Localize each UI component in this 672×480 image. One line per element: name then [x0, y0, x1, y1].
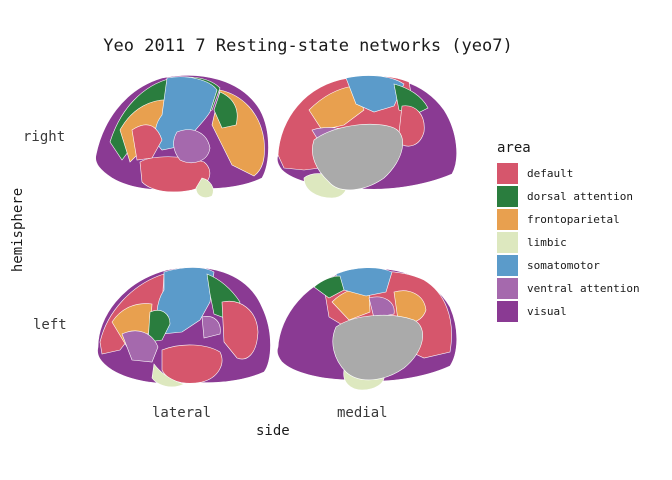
legend-swatch	[497, 209, 518, 230]
legend-label: somatomotor	[527, 259, 600, 272]
legend-swatch	[497, 163, 518, 184]
legend-swatch	[497, 232, 518, 253]
default-region	[221, 300, 259, 360]
default-region	[131, 124, 163, 161]
legend-label: dorsal attention	[527, 190, 633, 203]
somatomotor-region	[345, 75, 405, 113]
x-axis-title: side	[256, 423, 290, 439]
ventral-attention-region	[173, 129, 211, 163]
default-region	[397, 105, 425, 147]
brain-left-medial	[276, 267, 458, 391]
brain-right-lateral	[95, 75, 269, 198]
medial-wall	[332, 314, 423, 381]
legend-swatch	[497, 255, 518, 276]
row-label-right: right	[23, 129, 66, 145]
legend-item: ventral attention	[497, 277, 640, 300]
legend-item: somatomotor	[497, 254, 640, 277]
medial-wall	[312, 123, 403, 191]
legend-item: frontoparietal	[497, 208, 640, 231]
legend-label: limbic	[527, 236, 567, 249]
ventral-attention-region	[368, 296, 395, 319]
legend-title: area	[497, 140, 531, 156]
legend-item: default	[497, 162, 640, 185]
limbic-region	[151, 363, 185, 388]
legend-label: default	[527, 167, 574, 180]
limbic-region	[195, 177, 214, 198]
ventral-attention-region	[201, 316, 221, 339]
legend-swatch	[497, 278, 518, 299]
legend-label: ventral attention	[527, 282, 640, 295]
dorsal-attention-region	[313, 275, 345, 299]
brain-left-lateral	[97, 267, 271, 388]
col-label-lateral: lateral	[152, 405, 212, 421]
legend-label: frontoparietal	[527, 213, 620, 226]
dorsal-attention-region	[147, 310, 171, 343]
col-label-medial: medial	[337, 405, 388, 421]
default-region	[139, 156, 211, 193]
brain-right-medial	[276, 75, 457, 199]
frontoparietal-region	[308, 85, 365, 131]
row-label-left: left	[33, 317, 67, 333]
plot-title: Yeo 2011 7 Resting-state networks (yeo7)	[103, 36, 513, 56]
legend-item: dorsal attention	[497, 185, 640, 208]
ventral-attention-region	[121, 330, 159, 363]
legend-label: visual	[527, 305, 567, 318]
somatomotor-region	[156, 267, 215, 335]
somatomotor-region	[335, 267, 393, 297]
legend-item: limbic	[497, 231, 640, 254]
legend: area default dorsal attention frontopari…	[497, 140, 640, 323]
legend-swatch	[497, 301, 518, 322]
dorsal-attention-region	[213, 91, 238, 129]
y-axis-title: hemisphere	[10, 187, 26, 273]
legend-swatch	[497, 186, 518, 207]
legend-item: visual	[497, 300, 640, 323]
